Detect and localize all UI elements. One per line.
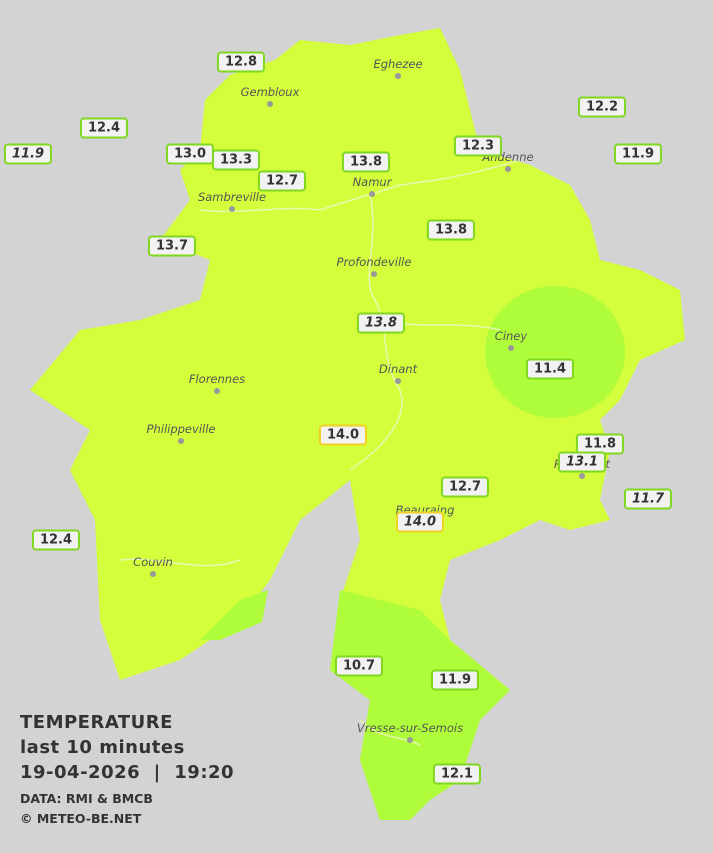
place-dot xyxy=(395,378,401,384)
station-temperature: 14.0 xyxy=(318,424,368,446)
place-dot xyxy=(407,737,413,743)
station-temperature: 13.1 xyxy=(557,451,607,473)
place-dot xyxy=(178,438,184,444)
cool-zone xyxy=(330,590,510,820)
place-dot xyxy=(371,271,377,277)
place-dot xyxy=(505,166,511,172)
station-temperature: 13.3 xyxy=(211,149,261,171)
river xyxy=(119,159,521,746)
station-temperature: 12.4 xyxy=(79,117,129,139)
place-dot xyxy=(579,473,585,479)
station-temperature: 12.2 xyxy=(577,96,627,118)
station-temperature: 13.8 xyxy=(341,151,391,173)
place-name: Eghezee xyxy=(373,57,423,71)
legend-credit: © METEO-BE.NET xyxy=(20,811,142,826)
place-name: Namur xyxy=(352,175,392,189)
station-temperature: 12.7 xyxy=(257,170,307,192)
station-temperature: 14.0 xyxy=(395,511,445,533)
station-temperature: 11.9 xyxy=(3,143,53,165)
place-dot xyxy=(150,571,156,577)
place-name: Profondeville xyxy=(336,255,412,269)
place-name: Sambreville xyxy=(197,190,267,204)
cool-zone xyxy=(200,590,268,640)
station-temperature: 11.4 xyxy=(525,358,575,380)
station-temperature: 11.7 xyxy=(623,488,673,510)
legend-title: TEMPERATURE xyxy=(20,712,173,733)
station-temperature: 13.7 xyxy=(147,235,197,257)
place-name: Gembloux xyxy=(240,85,300,99)
station-temperature: 10.7 xyxy=(334,655,384,677)
place-name: Ciney xyxy=(494,329,528,343)
station-temperature: 11.9 xyxy=(613,143,663,165)
place-dot xyxy=(267,101,273,107)
station-temperature: 12.8 xyxy=(216,51,266,73)
station-temperature: 13.0 xyxy=(165,143,215,165)
place-name: Couvin xyxy=(133,555,173,569)
place-name: Philippeville xyxy=(146,422,216,436)
place-name: Vresse-sur-Semois xyxy=(356,721,464,735)
station-temperature: 11.9 xyxy=(430,669,480,691)
province xyxy=(30,28,685,820)
station-temperature: 13.8 xyxy=(356,312,406,334)
place-dot xyxy=(369,191,375,197)
legend-period: last 10 minutes xyxy=(20,737,185,758)
legend-source: DATA: RMI & BMCB xyxy=(20,791,153,806)
place-name: Florennes xyxy=(188,372,246,386)
station-temperature: 12.1 xyxy=(432,763,482,785)
station-temperature: 13.8 xyxy=(426,219,476,241)
cool-zone xyxy=(485,286,625,418)
place-dot xyxy=(214,388,220,394)
station-temperature: 12.4 xyxy=(31,529,81,551)
place-dot xyxy=(229,206,235,212)
station-temperature: 12.7 xyxy=(440,476,490,498)
station-temperature: 12.3 xyxy=(453,135,503,157)
place-name: Dinant xyxy=(378,362,418,376)
place-dot xyxy=(508,345,514,351)
legend-datetime: 19-04-2026 | 19:20 xyxy=(20,762,235,783)
place-dot xyxy=(395,73,401,79)
